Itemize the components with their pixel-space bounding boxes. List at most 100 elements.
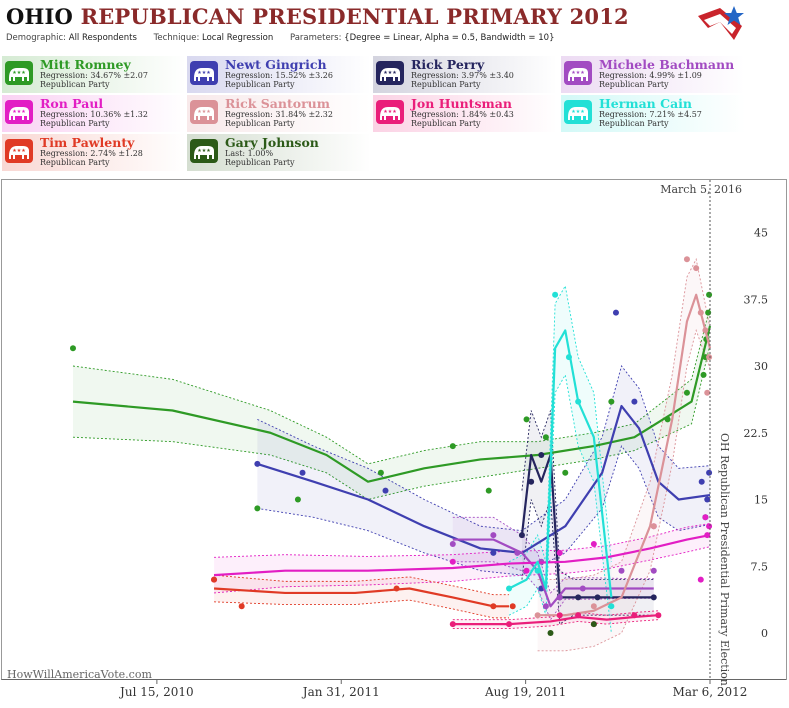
rick-perry-poll-point (650, 594, 657, 601)
mitt-romney-poll-point (485, 487, 492, 494)
rick-perry-poll-point (538, 452, 545, 458)
rick-perry-lower-bound (521, 499, 654, 625)
candidate-stat: Regression: 4.99% ±1.09 (599, 71, 702, 80)
newt-gingrich-lower-bound (257, 445, 711, 576)
x-tick-label: Aug 19, 2011 (484, 685, 566, 699)
michele-bachmann-poll-point (542, 603, 549, 610)
title-state: OHIO (6, 4, 74, 29)
y-tick-label: 45 (754, 227, 768, 240)
candidate-name: Jon Huntsman (411, 96, 512, 111)
elephant-icon: ★★★ (376, 100, 404, 124)
ron-paul-poll-point (702, 514, 709, 521)
ron-paul-poll-point (706, 523, 713, 530)
technique-value: Local Regression (202, 33, 274, 43)
mitt-romney-poll-point (700, 371, 707, 378)
rick-santorum-poll-point (704, 389, 711, 396)
demographic-value: All Respondents (68, 33, 137, 43)
candidate-card-rick-perry[interactable]: ★★★ Rick Perry Regression: 3.97% ±3.40 Repu… (373, 56, 557, 93)
chart-title: OHIO REPUBLICAN PRESIDENTIAL PRIMARY 201… (6, 4, 629, 29)
chart-svg: 0 7.5 15 22.5 30 37.5 45 Jul 15, 2010 Jan 31, 20… (1, 179, 787, 699)
mitt-romney-poll-point (705, 309, 712, 316)
elephant-icon: ★★★ (190, 61, 218, 85)
rick-santorum-poll-point (697, 309, 704, 316)
newt-gingrich-poll-point (254, 460, 261, 467)
candidate-stat: Regression: 15.52% ±3.26 (225, 71, 333, 80)
candidate-card-newt-gingrich[interactable]: ★★★ Newt Gingrich Regression: 15.52% ±3.26… (187, 56, 371, 93)
x-tick-label: Jul 15, 2010 (118, 685, 194, 699)
michele-bachmann-upper-bound (452, 516, 654, 594)
elephant-icon: ★★★ (564, 100, 592, 124)
candidate-name: Mitt Romney (40, 57, 131, 72)
candidate-stat: Regression: 7.21% ±4.57 (599, 110, 702, 119)
candidate-card-tim-pawlenty[interactable]: ★★★ Tim Pawlenty Regression: 2.74% ±1.28 Re… (2, 134, 186, 171)
mitt-romney-poll-point (294, 496, 301, 503)
mitt-romney-poll-point (254, 505, 261, 512)
tim-pawlenty-poll-point (490, 603, 497, 610)
ron-paul-poll-point (523, 567, 530, 574)
gary-johnson-poll-point (547, 630, 554, 636)
michele-bachmann-poll-point (579, 585, 586, 592)
rick-perry-confidence-band (521, 410, 654, 625)
tim-pawlenty-upper-bound (213, 574, 510, 596)
candidate-card-rick-santorum[interactable]: ★★★ Rick Santorum Regression: 31.84% ±2.32… (187, 95, 371, 132)
newt-gingrich-poll-point (490, 549, 497, 556)
parameters-label: Parameters: (289, 33, 342, 43)
michele-bachmann-poll-point (556, 594, 563, 601)
parameters-row: Demographic: All Respondents Technique: … (6, 33, 568, 43)
jon-huntsman-poll-point (575, 612, 582, 619)
mitt-romney-poll-point (683, 389, 690, 396)
michele-bachmann-poll-point (650, 567, 657, 574)
candidate-party: Republican Party (40, 80, 110, 89)
candidate-name: Ron Paul (40, 96, 104, 111)
jon-huntsman-lower-bound (452, 619, 659, 629)
rick-santorum-upper-bound (537, 257, 711, 581)
mitt-romney-poll-point (706, 291, 713, 298)
rick-santorum-poll-point (683, 256, 690, 263)
elephant-icon: ★★★ (5, 139, 33, 163)
candidate-name: Herman Cain (599, 96, 692, 111)
herman-cain-poll-point (575, 398, 582, 405)
mitt-romney-lower-bound (72, 344, 711, 500)
rick-perry-poll-point (594, 594, 601, 601)
mitt-romney-poll-point (69, 345, 76, 352)
ron-paul-poll-point (556, 549, 563, 556)
tim-pawlenty-poll-point (211, 576, 218, 583)
candidate-card-gary-johnson[interactable]: ★★★ Gary Johnson Last: 1.00% Republican Par… (187, 134, 371, 171)
candidate-card-michele-bachmann[interactable]: ★★★ Michele Bachmann Regression: 4.99% ±1.… (561, 56, 745, 93)
jon-huntsman-poll-point (655, 612, 662, 619)
mitt-romney-poll-point (449, 443, 456, 450)
newt-gingrich-upper-bound (257, 365, 711, 532)
elephant-icon: ★★★ (190, 139, 218, 163)
newt-gingrich-poll-point (631, 398, 638, 405)
jon-huntsman-poll-point (449, 621, 456, 628)
y-tick-label: 30 (754, 360, 768, 373)
mitt-romney-poll-point (562, 469, 569, 476)
candidate-card-herman-cain[interactable]: ★★★ Herman Cain Regression: 7.21% ±4.57 Rep… (561, 95, 745, 132)
mitt-romney-poll-point (377, 469, 384, 476)
herman-cain-poll-point (552, 291, 559, 298)
michele-bachmann-poll-point (449, 541, 456, 547)
rick-santorum-poll-point (693, 265, 700, 272)
svg-text:★★★: ★★★ (571, 109, 585, 115)
current-date-label: March 5, 2016 (660, 183, 742, 196)
elephant-icon: ★★★ (376, 61, 404, 85)
ron-paul-poll-point (704, 532, 711, 539)
candidate-party: Republican Party (225, 158, 295, 167)
candidate-card-ron-paul[interactable]: ★★★ Ron Paul Regression: 10.36% ±1.32 Repub… (2, 95, 186, 132)
candidate-card-mitt-romney[interactable]: ★★★ Mitt Romney Regression: 34.67% ±2.07 Re… (2, 56, 186, 93)
candidate-name: Gary Johnson (225, 135, 319, 150)
tim-pawlenty-poll-point (509, 603, 516, 610)
svg-text:★★★: ★★★ (571, 70, 585, 76)
rick-santorum-poll-point (706, 354, 713, 361)
candidate-party: Republican Party (225, 80, 295, 89)
herman-cain-regression-line (508, 329, 613, 598)
candidate-card-jon-huntsman[interactable]: ★★★ Jon Huntsman Regression: 1.84% ±0.43 Re… (373, 95, 557, 132)
ron-paul-confidence-band (214, 523, 710, 593)
y-tick-label: 15 (754, 494, 768, 507)
candidate-stat: Regression: 2.74% ±1.28 (40, 149, 143, 158)
svg-text:★★★: ★★★ (197, 109, 211, 115)
herman-cain-poll-point (608, 603, 615, 610)
rick-perry-poll-point (518, 532, 525, 539)
michele-bachmann-regression-line (452, 538, 654, 608)
candidate-party: Republican Party (225, 119, 295, 128)
